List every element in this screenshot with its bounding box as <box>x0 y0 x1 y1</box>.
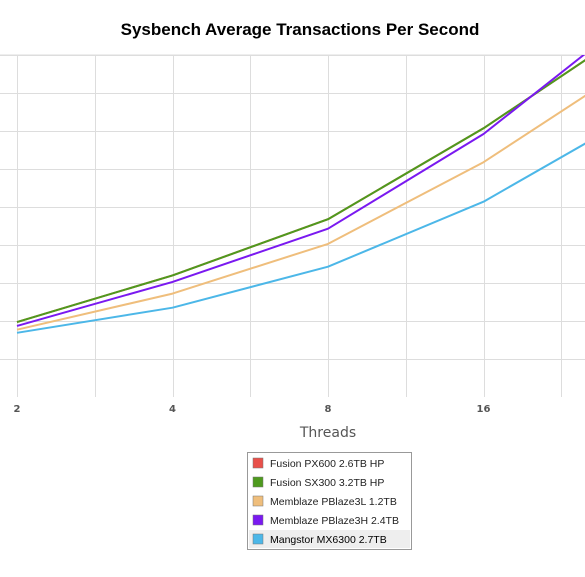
legend-item-highlight <box>249 530 410 548</box>
series-line-4 <box>16 142 585 334</box>
series-line-3 <box>16 55 585 327</box>
chart-title: Sysbench Average Transactions Per Second <box>121 20 480 39</box>
legend-item[interactable]: Memblaze PBlaze3L 1.2TB <box>252 495 397 508</box>
legend-item[interactable]: Fusion SX300 3.2TB HP <box>252 476 384 489</box>
legend-item[interactable]: Fusion PX600 2.6TB HP <box>252 457 384 470</box>
x-tick-label: 4 <box>169 404 176 415</box>
legend-swatch <box>252 476 264 488</box>
legend-item[interactable]: Mangstor MX6300 2.7TB <box>249 530 410 548</box>
legend-item[interactable]: Memblaze PBlaze3H 2.4TB <box>252 514 399 527</box>
series-lines <box>16 55 585 334</box>
legend-label: Mangstor MX6300 2.7TB <box>270 534 387 546</box>
legend-swatch <box>252 514 264 526</box>
legend-swatch <box>252 533 264 545</box>
x-tick-label: 16 <box>477 404 491 415</box>
legend[interactable]: Fusion PX600 2.6TB HP Fusion SX300 3.2TB … <box>247 452 412 550</box>
x-ticks: 2 4 8 16 <box>14 404 491 415</box>
series-line-0 <box>16 59 585 324</box>
legend-label: Fusion SX300 3.2TB HP <box>270 477 384 489</box>
legend-swatch <box>252 457 264 469</box>
x-tick-label: 2 <box>14 404 21 415</box>
legend-label: Memblaze PBlaze3H 2.4TB <box>270 515 399 527</box>
series-line-1 <box>16 59 585 324</box>
legend-label: Fusion PX600 2.6TB HP <box>270 458 384 470</box>
legend-label: Memblaze PBlaze3L 1.2TB <box>270 496 397 508</box>
legend-swatch <box>252 495 264 507</box>
series-line-2 <box>16 94 585 331</box>
grid <box>0 54 585 397</box>
x-tick-label: 8 <box>325 404 332 415</box>
x-axis-label: Threads <box>299 425 356 441</box>
